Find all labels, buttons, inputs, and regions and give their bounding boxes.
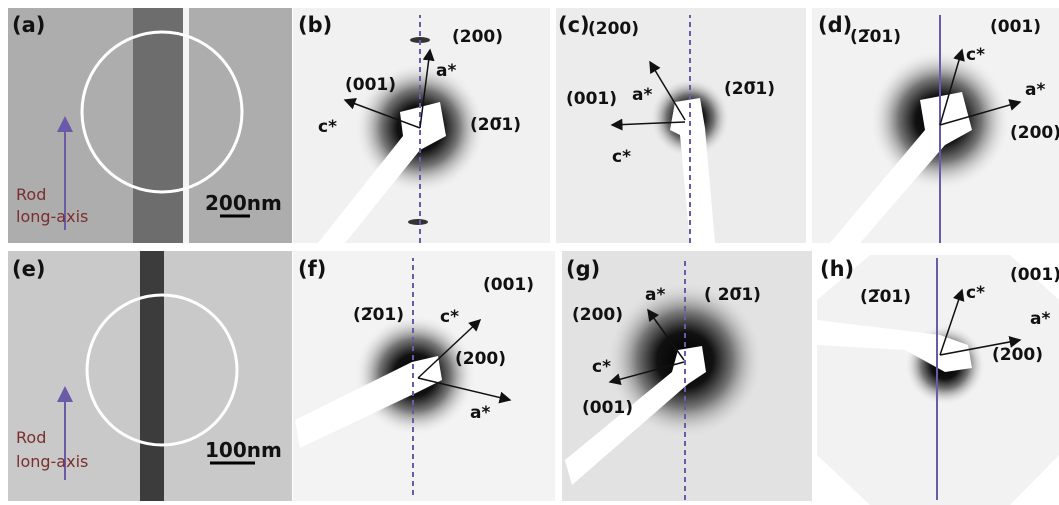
annotation: (200) bbox=[1010, 123, 1059, 143]
panel-label: (c) bbox=[558, 13, 590, 37]
annotation: c* bbox=[592, 357, 611, 377]
annotation: c* bbox=[966, 283, 985, 303]
annotation: ( 20̅1) bbox=[704, 285, 761, 305]
panel-a: (a) Rod long-axis 200nm bbox=[8, 8, 292, 243]
panel-label: (h) bbox=[820, 257, 854, 281]
annotation: c* bbox=[318, 117, 337, 137]
annotation: (200) bbox=[992, 345, 1043, 365]
panel-d: (d) (2̅01) (001) c* a* (200) bbox=[812, 8, 1059, 243]
annotation: (001) bbox=[566, 89, 617, 109]
panel-label: (b) bbox=[298, 13, 332, 37]
panel-label: (g) bbox=[566, 257, 600, 281]
annotation: (200) bbox=[455, 349, 506, 369]
panel-h: (h) (2̅01) (001) c* a* (200) bbox=[817, 255, 1059, 505]
annotation: (200) bbox=[588, 19, 639, 39]
annotation: (001) bbox=[345, 75, 396, 95]
annotation: (001) bbox=[582, 398, 633, 418]
annotation: a* bbox=[632, 85, 652, 105]
annotation: (001) bbox=[483, 275, 534, 295]
annotation: c* bbox=[440, 307, 459, 327]
annotation: long-axis bbox=[16, 452, 88, 471]
panel-e: (e) Rod long-axis 100nm bbox=[8, 251, 292, 501]
annotation: a* bbox=[645, 285, 665, 305]
annotation: long-axis bbox=[16, 207, 88, 226]
annotation: a* bbox=[1025, 80, 1045, 100]
annotation: (001) bbox=[990, 17, 1041, 37]
annotation: c* bbox=[966, 45, 985, 65]
panel-label: (a) bbox=[12, 13, 45, 37]
annotation: (200) bbox=[452, 27, 503, 47]
panel-g: (g) a* ( 20̅1) (200) c* (001) bbox=[562, 251, 812, 501]
annotation: Rod bbox=[16, 428, 46, 447]
annotation: (20̅1) bbox=[724, 79, 775, 99]
panel-label: (f) bbox=[298, 257, 326, 281]
panel-b: (b) (001) (200) a* c* (20̅1) bbox=[293, 8, 550, 243]
panel-c: (c) (200) a* (20̅1) (001) c* bbox=[556, 8, 806, 243]
annotation: a* bbox=[470, 403, 490, 423]
annotation: (2̅01) bbox=[860, 287, 911, 307]
annotation: (200) bbox=[572, 305, 623, 325]
scale-label: 200nm bbox=[205, 191, 282, 215]
panel-f: (f) (2̅01) c* (001) (200) a* bbox=[293, 251, 555, 501]
annotation: Rod bbox=[16, 185, 46, 204]
annotation: (001) bbox=[1010, 265, 1059, 285]
annotation: c* bbox=[612, 147, 631, 167]
annotation: a* bbox=[436, 61, 456, 81]
annotation: (2̅01) bbox=[850, 27, 901, 47]
scale-label: 100nm bbox=[205, 438, 282, 462]
annotation: (2̅01) bbox=[353, 305, 404, 325]
panel-label: (e) bbox=[12, 257, 45, 281]
panel-label: (d) bbox=[818, 13, 852, 37]
annotation: a* bbox=[1030, 309, 1050, 329]
annotation: (20̅1) bbox=[470, 115, 521, 135]
